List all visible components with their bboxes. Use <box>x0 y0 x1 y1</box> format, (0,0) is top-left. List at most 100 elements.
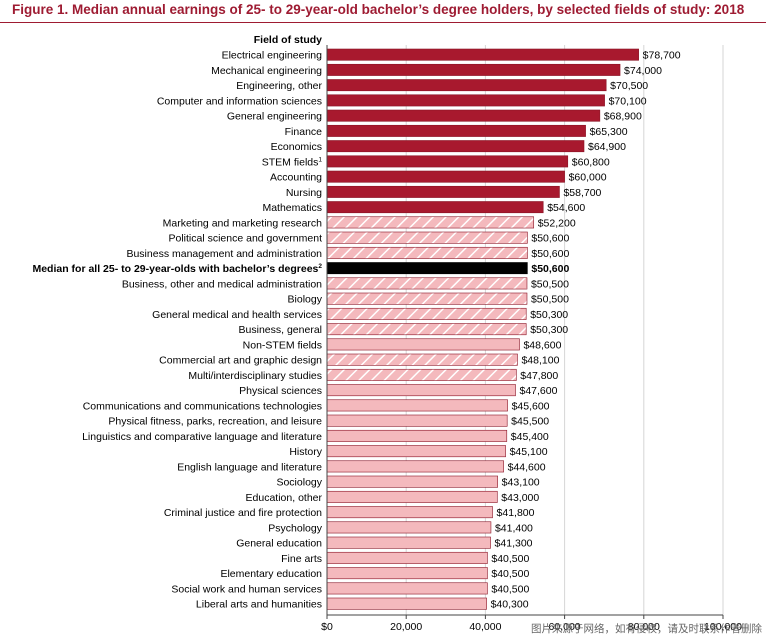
bar <box>326 246 528 259</box>
bar <box>326 506 493 519</box>
figure-title: Figure 1. Median annual earnings of 25- … <box>12 2 745 17</box>
category-label: Criminal justice and fire protection <box>164 507 322 519</box>
value-label: $50,300 <box>530 324 568 336</box>
value-label: $45,100 <box>510 446 548 458</box>
value-label: $50,300 <box>530 309 568 321</box>
category-label: History <box>289 446 322 458</box>
bar <box>326 414 508 427</box>
category-label: Political science and government <box>168 233 322 245</box>
value-label: $70,500 <box>610 80 648 92</box>
value-label: $48,600 <box>523 339 561 351</box>
value-label: $40,500 <box>491 583 529 595</box>
value-label: $45,600 <box>512 400 550 412</box>
x-tick-label: 80,000 <box>628 621 660 633</box>
category-label: Elementary education <box>220 568 322 580</box>
value-label: $68,900 <box>604 111 642 123</box>
category-label: Physical fitness, parks, recreation, and… <box>108 416 322 428</box>
bar <box>326 109 601 122</box>
category-labels: Electrical engineering Mechanical enginee… <box>32 50 322 611</box>
bar <box>326 48 639 61</box>
category-label: Mechanical engineering <box>211 65 322 77</box>
value-label: $43,000 <box>501 492 539 504</box>
value-label: $52,200 <box>538 217 576 229</box>
bar <box>326 597 487 610</box>
value-label: $54,600 <box>547 202 585 214</box>
value-label: $50,600 <box>531 233 569 245</box>
value-label: $41,400 <box>495 522 533 534</box>
value-label: $45,500 <box>511 416 549 428</box>
value-label: $41,800 <box>497 507 535 519</box>
bar <box>326 155 569 168</box>
value-label: $50,500 <box>531 294 569 306</box>
category-label: Mathematics <box>262 202 322 214</box>
bar <box>326 231 528 244</box>
category-label: Business, other and medical administrati… <box>122 278 322 290</box>
value-label: $40,300 <box>491 599 529 611</box>
bar <box>326 323 527 336</box>
value-label: $47,800 <box>520 370 558 382</box>
value-label: $64,900 <box>588 141 626 153</box>
value-label: $44,600 <box>508 461 546 473</box>
category-label: Liberal arts and humanities <box>196 599 322 611</box>
category-label: Commercial art and graphic design <box>159 355 322 367</box>
category-label: Multi/interdisciplinary studies <box>188 370 322 382</box>
value-label: $47,600 <box>519 385 557 397</box>
bar <box>326 63 621 76</box>
value-label: $50,500 <box>531 278 569 290</box>
bar <box>326 368 517 381</box>
value-label: $40,500 <box>491 568 529 580</box>
bar <box>326 170 565 183</box>
bar <box>326 582 488 595</box>
category-label: Accounting <box>270 172 322 184</box>
category-label: Psychology <box>268 522 322 534</box>
bar <box>326 521 492 534</box>
x-tick-label: 40,000 <box>469 621 501 633</box>
category-label: Economics <box>271 141 322 153</box>
bar <box>326 307 527 320</box>
category-header: Field of study <box>254 34 322 46</box>
category-label: Non-STEM fields <box>243 339 322 351</box>
value-label: $41,300 <box>495 538 533 550</box>
watermark-text: 图片来源于网络，如有侵权，请及时联系作者删除 <box>531 623 762 635</box>
value-label: $65,300 <box>590 126 628 138</box>
bar <box>326 94 605 107</box>
category-label: Median for all 25- to 29-year-olds with … <box>32 263 322 275</box>
value-label: $50,600 <box>531 248 569 260</box>
bar <box>326 185 560 198</box>
category-label: General education <box>236 538 322 550</box>
category-label: Finance <box>285 126 323 138</box>
bar <box>326 490 498 503</box>
value-label: $45,400 <box>511 431 549 443</box>
bar <box>326 460 504 473</box>
x-tick-label: $0 <box>321 621 333 633</box>
bar <box>326 277 528 290</box>
category-label: Education, other <box>246 492 323 504</box>
bar <box>326 216 535 229</box>
bar <box>326 429 508 442</box>
bar <box>326 399 508 412</box>
category-label: Communications and communications techno… <box>83 400 322 412</box>
value-labels: $78,700 $74,000 $70,500 $70,100 $68,900 $65,3… <box>491 50 681 611</box>
value-label: $50,600 <box>531 263 569 275</box>
value-label: $43,100 <box>502 477 540 489</box>
category-label: Sociology <box>276 477 322 489</box>
category-label: Business management and administration <box>126 248 322 260</box>
value-label: $78,700 <box>643 50 681 62</box>
category-label: STEM fields1 <box>262 156 323 168</box>
category-label: Engineering, other <box>236 80 322 92</box>
category-label: Social work and human services <box>171 583 322 595</box>
bar <box>326 551 488 564</box>
category-label: Biology <box>288 294 323 306</box>
x-tick-label: 60,000 <box>549 621 581 633</box>
x-axis: $0 20,000 40,000 60,000 80,000 100,000 <box>321 45 742 633</box>
bar <box>326 475 498 488</box>
bar <box>326 353 518 366</box>
category-label: Computer and information sciences <box>157 95 322 107</box>
value-label: $40,500 <box>491 553 529 565</box>
category-label: Linguistics and comparative language and… <box>82 431 322 443</box>
category-label: General medical and health services <box>152 309 322 321</box>
bar <box>326 140 585 153</box>
x-tick-label: 20,000 <box>390 621 422 633</box>
category-label: English language and literature <box>177 461 322 473</box>
